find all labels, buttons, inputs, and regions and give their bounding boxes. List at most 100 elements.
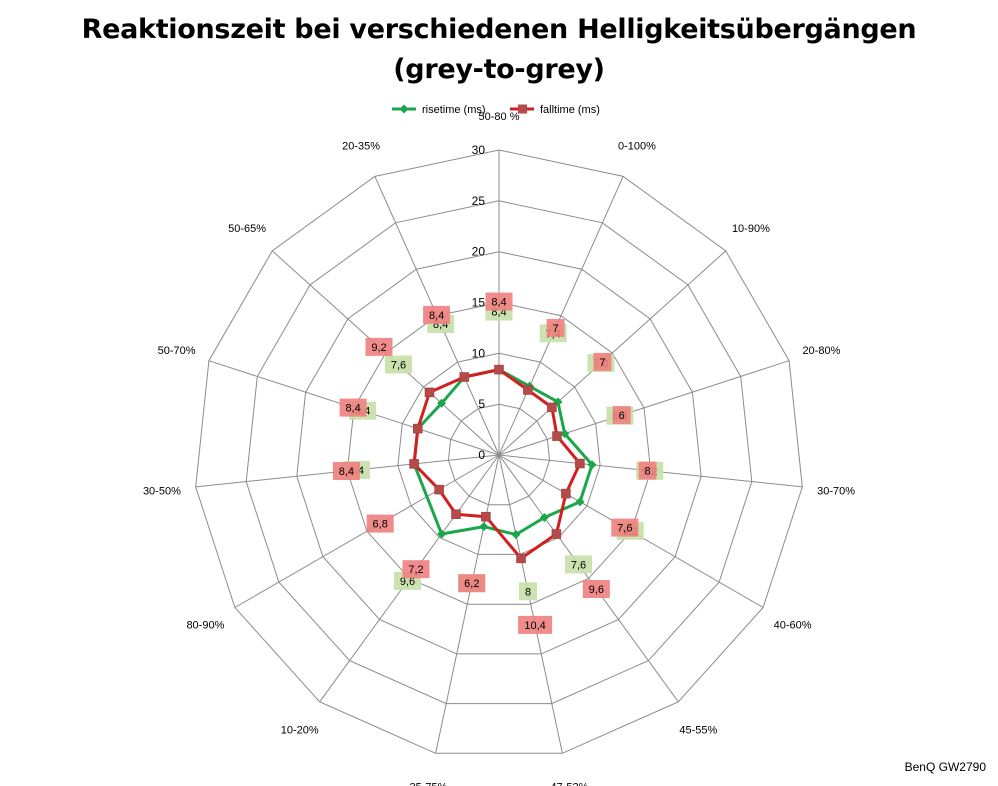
chart-title-line: Reaktionszeit bei verschiedenen Helligke…: [81, 14, 917, 45]
data-point: [437, 529, 447, 539]
data-point: [547, 402, 557, 413]
watermark: BenQ GW2790: [904, 760, 986, 774]
category-label: 50-70%: [158, 345, 196, 357]
value-label-bg: [366, 514, 394, 533]
radial-tick-label: 25: [472, 194, 486, 208]
value-label: 8,4: [491, 297, 506, 309]
data-point: [413, 423, 423, 434]
grid-ring: [245, 200, 753, 705]
value-label: 6,2: [464, 578, 479, 590]
category-label: 50-65%: [228, 223, 266, 235]
value-label: 9,6: [589, 584, 604, 596]
value-label: 8: [525, 586, 531, 598]
data-point: [516, 553, 526, 564]
category-label: 0-100%: [618, 140, 656, 152]
radial-tick-label: 0: [478, 448, 485, 462]
category-label: 10-90%: [732, 223, 770, 235]
data-point: [575, 497, 585, 507]
value-label: 6,8: [373, 519, 388, 531]
category-label: 20-35%: [342, 140, 380, 152]
value-label-bg: [565, 555, 592, 574]
value-label-bg: [518, 615, 553, 634]
category-label: 80-90%: [186, 620, 224, 632]
value-label-bg: [423, 305, 451, 324]
data-point: [587, 460, 597, 470]
grid-spoke: [498, 454, 563, 754]
series-falltime: [409, 364, 585, 564]
value-label-bg: [612, 406, 631, 425]
grid-ring: [447, 403, 551, 506]
category-label: 45-55%: [679, 724, 717, 736]
radial-tick-label: 10: [472, 346, 486, 360]
category-label: 47-52%: [551, 782, 589, 786]
data-point: [494, 364, 504, 375]
value-label: 9,6: [400, 576, 415, 588]
grid-spoke: [435, 454, 500, 754]
data-point: [551, 529, 562, 539]
grid-ring: [397, 352, 601, 555]
data-point: [523, 385, 533, 395]
data-point: [481, 511, 491, 522]
chart-subtitle: (grey-to-grey): [393, 54, 605, 85]
radial-tick-label: 15: [472, 296, 486, 310]
legend-label: risetime (ms): [422, 104, 486, 116]
legend: risetime (ms) falltime (ms): [392, 104, 600, 116]
series-line: [412, 368, 582, 560]
value-label-bg: [385, 355, 412, 374]
data-point: [424, 387, 435, 398]
radial-tick-label: 30: [472, 143, 486, 157]
grid-ring: [195, 149, 803, 754]
value-label-bg: [485, 292, 513, 311]
data-point: [552, 431, 562, 441]
data-point: [511, 530, 521, 540]
value-label-bg: [519, 582, 537, 601]
radial-tick-label: 20: [472, 245, 486, 259]
grid-spoke: [498, 250, 727, 456]
value-labels: 8,48,47,477,876,869,289,27,67,69,6810,47…: [332, 292, 664, 634]
value-label-bg: [582, 580, 610, 598]
data-point: [561, 488, 571, 499]
value-label-bg: [339, 398, 367, 417]
grid-ring: [346, 301, 652, 605]
value-label-bg: [611, 518, 639, 537]
value-label: 8,4: [339, 466, 354, 478]
value-label: 7,6: [391, 360, 406, 372]
data-point: [459, 372, 470, 382]
legend-marker: [399, 104, 409, 114]
legend-marker: [518, 104, 527, 114]
data-point: [560, 429, 570, 439]
radar-grid: [195, 149, 803, 754]
data-point: [539, 513, 549, 523]
category-label: 30-70%: [817, 485, 855, 497]
data-point: [437, 398, 447, 408]
category-label: 50-80 %: [479, 111, 520, 123]
series-line: [412, 368, 594, 537]
value-label: 8: [644, 466, 650, 478]
value-label-bg: [332, 462, 360, 480]
value-label-bg: [593, 352, 612, 371]
data-point: [479, 522, 489, 532]
data-point: [409, 459, 419, 469]
value-label-bg: [402, 560, 430, 579]
category-label: 40-60%: [774, 620, 812, 632]
value-label: 7,6: [571, 559, 586, 571]
data-point: [451, 509, 461, 519]
chart-title: Reaktionszeit bei verschiedenen Helligke…: [0, 10, 998, 90]
value-label: 8,4: [429, 310, 444, 322]
category-label: 10-20%: [281, 724, 319, 736]
radial-tick-label: 5: [478, 397, 485, 411]
legend-label: falltime (ms): [540, 104, 600, 116]
value-label: 7,6: [617, 523, 632, 535]
value-label: 7: [599, 357, 605, 369]
grid-spoke: [498, 454, 679, 703]
value-label-bg: [638, 461, 657, 480]
grid-spoke: [498, 360, 790, 456]
grid-ring: [296, 251, 702, 655]
category-label: 20-80%: [802, 345, 840, 357]
data-point: [575, 458, 585, 469]
category-label: 30-50%: [143, 485, 181, 497]
value-label-bg: [458, 574, 486, 593]
value-label-bg: [365, 337, 393, 356]
value-label-bg: [546, 318, 565, 337]
